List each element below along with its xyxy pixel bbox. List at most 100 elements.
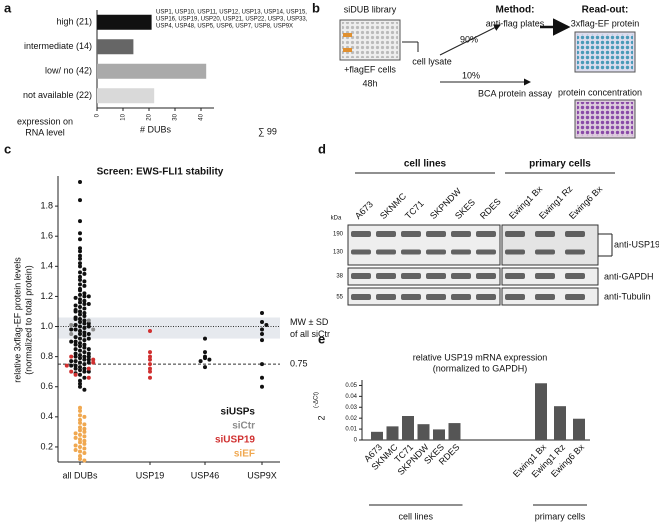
point [82, 438, 87, 443]
point [82, 330, 87, 335]
label: protein concentration [558, 87, 642, 97]
bar [433, 429, 445, 440]
point [73, 431, 78, 436]
chart-title: relative USP19 mRNA expression [413, 352, 548, 362]
y-tick-label: 0.2 [40, 441, 53, 451]
point [78, 246, 82, 251]
bar [386, 426, 399, 440]
label: +flagEF cells [344, 64, 396, 74]
y-tick-label: 0.04 [345, 394, 357, 400]
label: 90% [460, 34, 478, 44]
point [82, 267, 87, 272]
point [78, 219, 82, 224]
heading: Method: [496, 5, 535, 16]
point [73, 354, 78, 359]
point [82, 429, 87, 434]
point [73, 309, 78, 314]
point [264, 323, 269, 328]
panel-b: siDUB library +flagEF cells 48h cell lys… [339, 4, 642, 139]
marker: 55 [336, 295, 343, 301]
point [148, 357, 152, 362]
point [82, 338, 87, 343]
bar [371, 431, 383, 440]
point [78, 198, 82, 203]
point [260, 320, 264, 325]
wells [577, 34, 633, 70]
point [78, 261, 82, 266]
band [451, 231, 471, 237]
label: 3xflag-EF protein [571, 18, 640, 28]
bar [448, 423, 461, 440]
point [73, 359, 78, 364]
band [535, 273, 555, 279]
point [78, 405, 82, 410]
point [69, 359, 74, 364]
point [73, 351, 78, 356]
point [78, 417, 82, 422]
y-tick-label: high (21) [56, 17, 92, 27]
point [148, 354, 152, 359]
point [73, 317, 78, 321]
point [73, 335, 78, 340]
lane-label: SKES [453, 197, 477, 221]
point [78, 253, 82, 258]
x-tick-label: USP9X [247, 470, 277, 480]
point [260, 362, 264, 367]
total: ∑ 99 [258, 126, 277, 136]
point [78, 304, 82, 309]
point [260, 384, 264, 389]
point [78, 372, 82, 377]
point [203, 365, 207, 370]
point [86, 318, 91, 323]
band [451, 294, 471, 300]
bar [97, 39, 134, 55]
point [91, 327, 96, 332]
point [78, 341, 82, 346]
x-tick-label: 30 [173, 113, 179, 120]
point [86, 366, 91, 371]
point [73, 295, 78, 300]
bar [97, 14, 152, 30]
point [78, 249, 82, 254]
point [78, 274, 82, 279]
band [505, 294, 525, 300]
point [82, 441, 87, 446]
point [82, 362, 87, 367]
point [78, 270, 82, 275]
point [78, 288, 82, 293]
y-axis-label: 2 [316, 415, 326, 420]
legend-entry: siEF [234, 449, 255, 460]
point [82, 291, 87, 296]
y-tick-label: 1.8 [40, 200, 53, 210]
band [401, 249, 421, 255]
point [82, 301, 87, 306]
point [78, 329, 82, 334]
well-highlight [343, 48, 352, 52]
bar [573, 418, 585, 440]
blot [347, 267, 501, 286]
point [82, 375, 87, 380]
band [476, 231, 496, 237]
bar [97, 63, 207, 79]
point [78, 384, 82, 389]
y-tick-label: 0.6 [40, 381, 53, 391]
point [82, 422, 87, 427]
band [535, 249, 555, 255]
point [78, 408, 82, 413]
unit: kDa [331, 216, 342, 222]
band [351, 231, 371, 237]
point [78, 256, 82, 261]
point [207, 357, 212, 362]
point [82, 387, 87, 392]
point [203, 350, 207, 355]
point [82, 366, 87, 371]
point [148, 369, 152, 374]
point [86, 294, 91, 299]
lane-label: A673 [353, 199, 375, 221]
label: BCA protein assay [478, 88, 553, 98]
point [78, 237, 82, 242]
point [260, 327, 264, 332]
panel-d: cell lines primary cells kDa 190 130 38 … [331, 159, 659, 306]
point [86, 336, 91, 341]
